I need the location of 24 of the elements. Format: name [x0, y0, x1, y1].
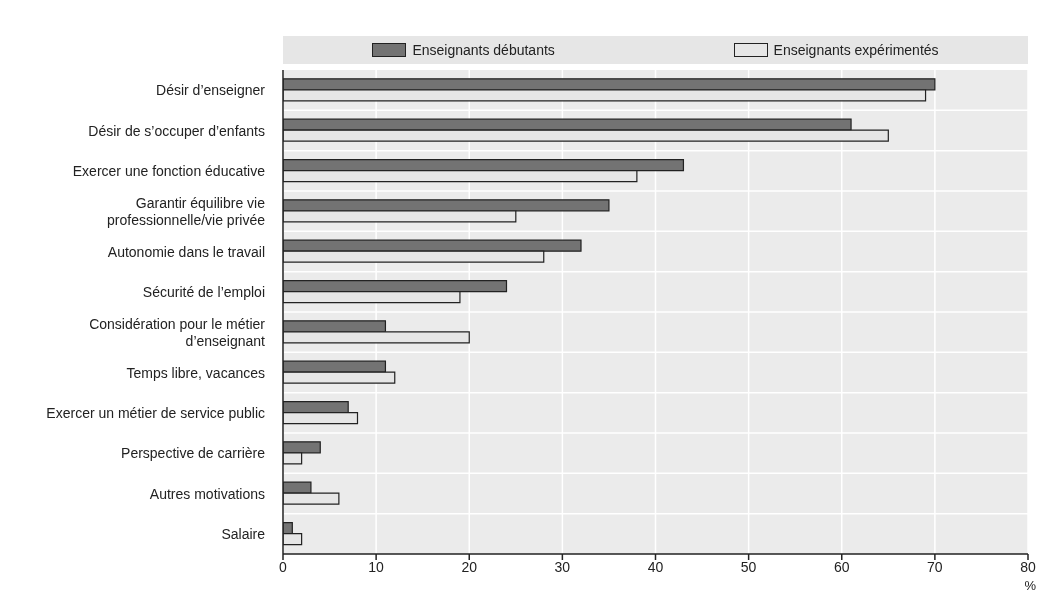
y-tick-label: Temps libre, vacances [126, 364, 265, 381]
y-tick-label: Sécurité de l’emploi [142, 283, 265, 300]
x-tick-label: 10 [368, 558, 385, 575]
y-tick-label: Autonomie dans le travail [107, 243, 265, 260]
y-tick-label: Autres motivations [149, 485, 265, 502]
x-tick-label: 30 [554, 558, 571, 575]
x-axis-title: % [1024, 578, 1036, 593]
x-tick-label: 0 [279, 558, 288, 575]
x-tick-label: 60 [833, 558, 850, 575]
x-tick-label: 80 [1020, 558, 1036, 575]
legend-label: Enseignants débutants [412, 42, 555, 58]
y-tick-label: Perspective de carrière [121, 445, 266, 462]
legend-label: Enseignants expérimentés [773, 42, 939, 58]
y-tick-label: Considération pour le métier d’enseignant [89, 315, 266, 349]
y-tick-label: Désir d’enseigner [156, 82, 266, 99]
y-tick-label: Exercer une fonction éducative [72, 162, 266, 179]
x-tick-label: 70 [927, 558, 943, 575]
y-tick-label: Désir de s’occuper d’enfants [88, 122, 265, 139]
x-tick-label: 20 [461, 558, 478, 575]
x-tick-label: 50 [740, 558, 757, 575]
y-tick-label: Garantir équilibre vie professionnelle/vie privée [107, 194, 266, 228]
y-tick-label: Exercer un métier de service public [46, 404, 265, 421]
x-tick-label: 40 [647, 558, 664, 575]
y-tick-label: Salaire [221, 525, 266, 542]
